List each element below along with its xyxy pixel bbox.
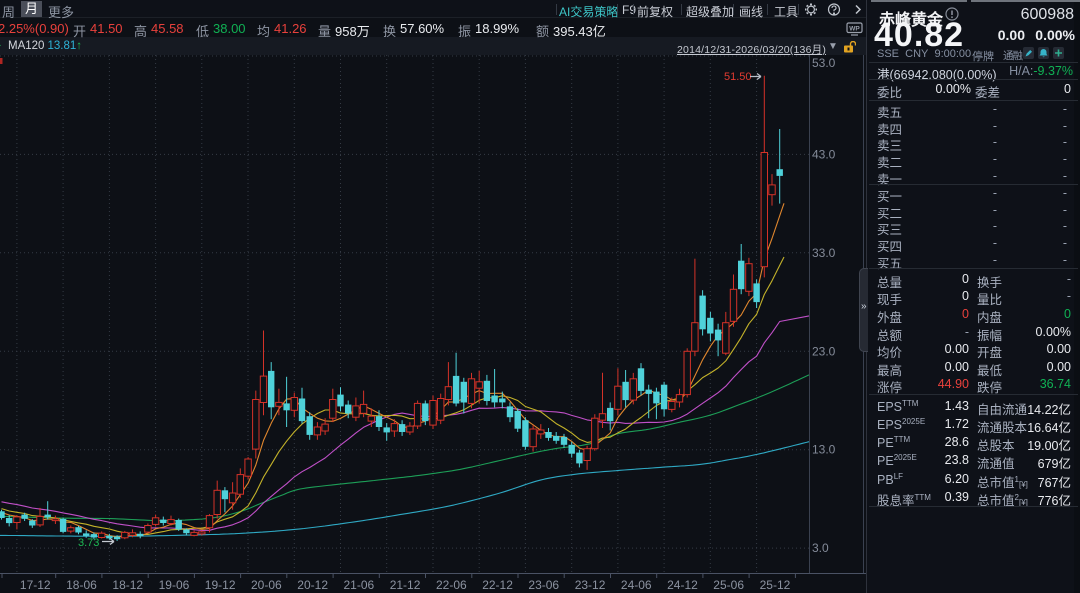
svg-text:18-12: 18-12 — [112, 578, 143, 592]
svg-text:23-06: 23-06 — [528, 578, 559, 592]
svg-text:WP: WP — [849, 26, 860, 33]
svg-text:22-06: 22-06 — [436, 578, 467, 592]
svg-text:19-06: 19-06 — [159, 578, 190, 592]
svg-text:25-12: 25-12 — [760, 578, 791, 592]
svg-text:17-12: 17-12 — [20, 578, 51, 592]
svg-text:25-06: 25-06 — [713, 578, 744, 592]
svg-text:33.0: 33.0 — [812, 246, 836, 260]
svg-text:13.0: 13.0 — [812, 443, 836, 457]
svg-text:21-06: 21-06 — [344, 578, 375, 592]
svg-text:43.0: 43.0 — [812, 147, 836, 161]
svg-text:20-06: 20-06 — [251, 578, 282, 592]
svg-text:3.0: 3.0 — [812, 541, 829, 555]
svg-text:23-12: 23-12 — [575, 578, 606, 592]
svg-text:21-12: 21-12 — [390, 578, 421, 592]
svg-text:24-12: 24-12 — [667, 578, 698, 592]
svg-text:23.0: 23.0 — [812, 344, 836, 358]
svg-text:22-12: 22-12 — [482, 578, 513, 592]
svg-text:18-06: 18-06 — [66, 578, 97, 592]
svg-text:51.50: 51.50 — [724, 71, 752, 83]
svg-text:20-12: 20-12 — [297, 578, 328, 592]
svg-text:3.73: 3.73 — [78, 537, 99, 549]
svg-text:19-12: 19-12 — [205, 578, 236, 592]
svg-text:24-06: 24-06 — [621, 578, 652, 592]
svg-text:53.0: 53.0 — [812, 56, 836, 70]
